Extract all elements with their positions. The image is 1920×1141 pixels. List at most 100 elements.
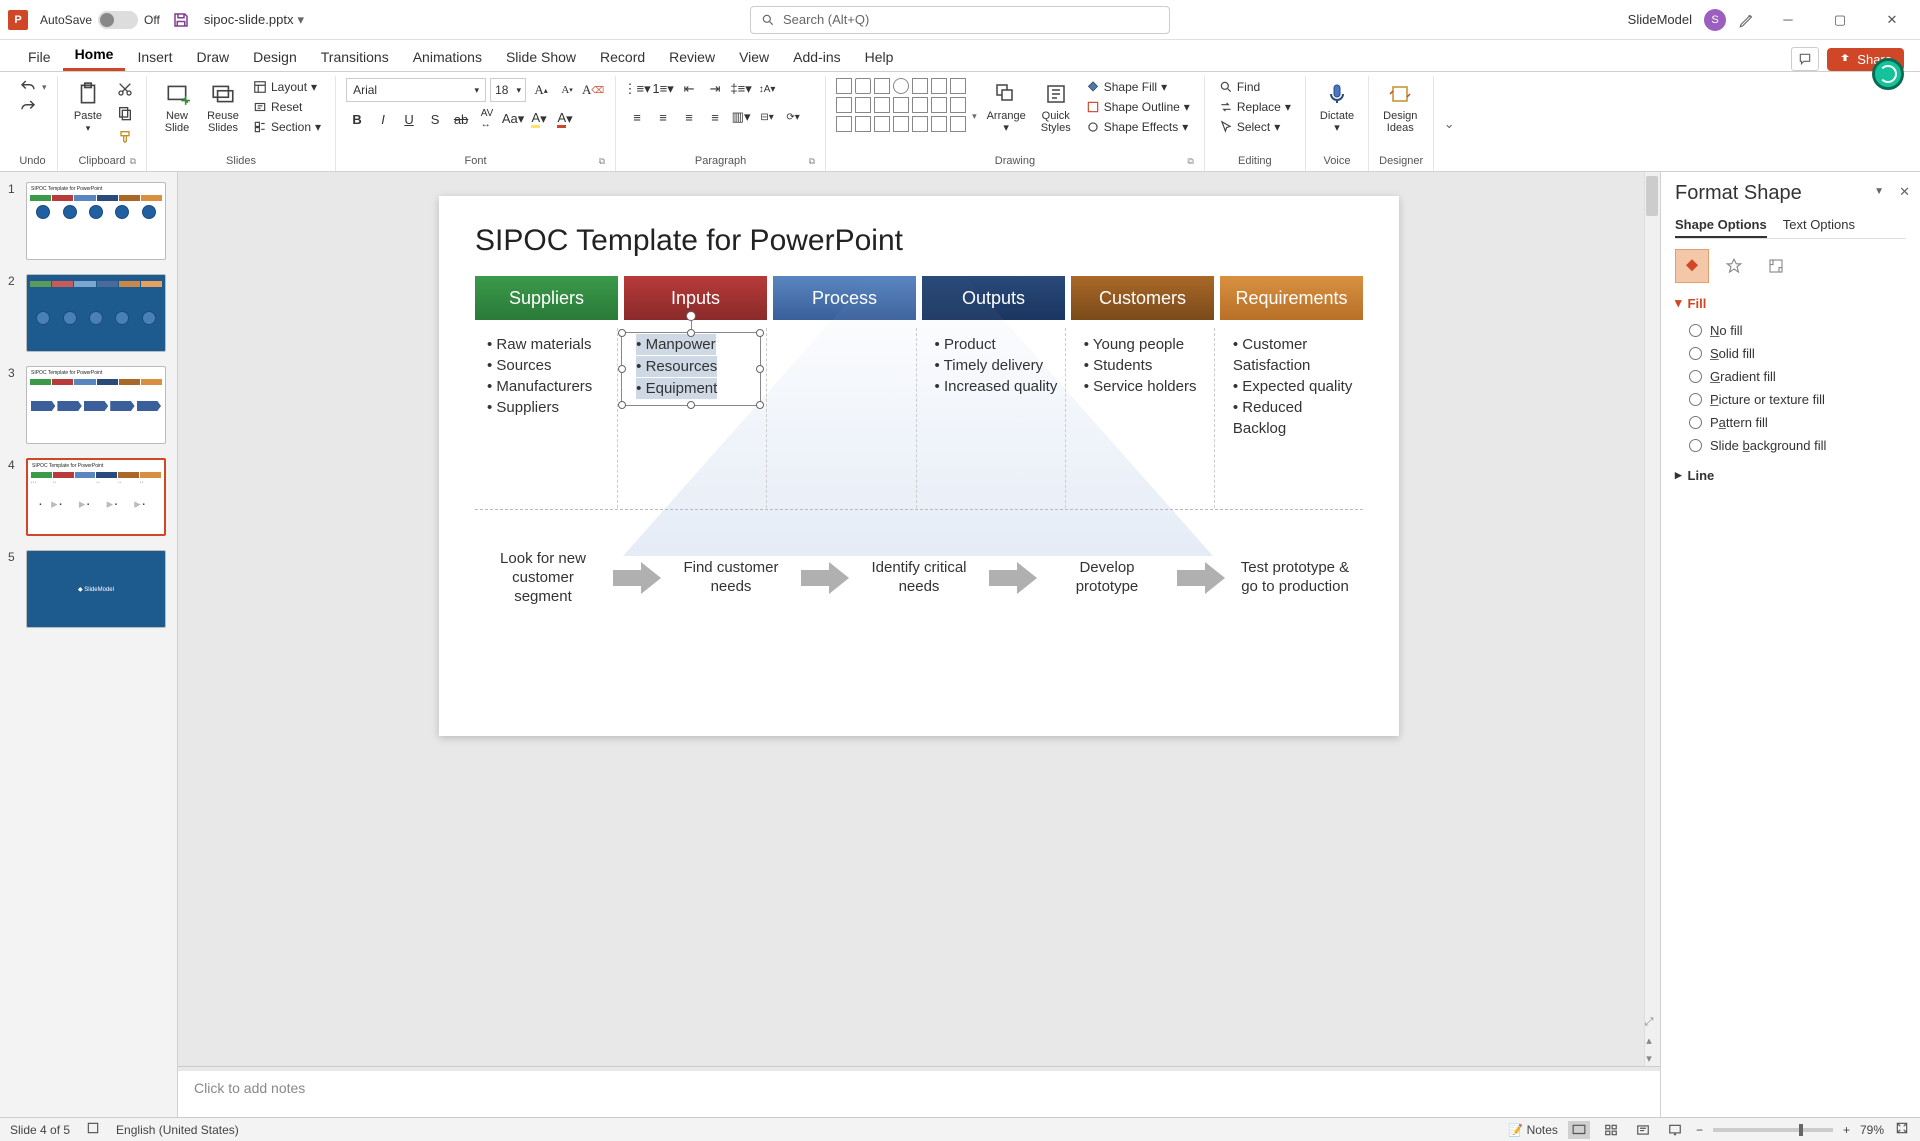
thumbnail-4[interactable]: SIPOC Template for PowerPoint • • •• •• … [26, 458, 166, 536]
language-label[interactable]: English (United States) [116, 1123, 239, 1137]
grow-font-button[interactable]: A▴ [530, 79, 552, 101]
comments-button[interactable] [1791, 47, 1819, 71]
tab-draw[interactable]: Draw [184, 43, 241, 71]
pane-menu-icon[interactable]: ▼ [1874, 186, 1884, 197]
process-step[interactable]: Test prototype & go to production [1235, 559, 1355, 597]
line-section-header[interactable]: ▸ Line [1675, 467, 1906, 483]
tab-view[interactable]: View [727, 43, 781, 71]
cut-button[interactable] [114, 78, 136, 100]
tab-animations[interactable]: Animations [401, 43, 494, 71]
layout-button[interactable]: Layout ▾ [249, 78, 325, 96]
tab-help[interactable]: Help [853, 43, 906, 71]
ribbon-collapse-button[interactable]: ⌄ [1434, 76, 1464, 171]
tab-slideshow[interactable]: Slide Show [494, 43, 588, 71]
reading-view-button[interactable] [1632, 1121, 1654, 1139]
size-tab-icon[interactable] [1759, 249, 1793, 283]
username-label[interactable]: SlideModel [1628, 12, 1692, 27]
aligntext-button[interactable]: ⊟▾ [756, 106, 778, 128]
pen-icon[interactable] [1738, 11, 1756, 29]
slideshow-view-button[interactable] [1664, 1121, 1686, 1139]
copy-button[interactable] [114, 102, 136, 124]
fontcolor-button[interactable]: A▾ [554, 108, 576, 130]
resize-handle[interactable] [756, 365, 764, 373]
next-slide-icon[interactable]: ▾ [1642, 1051, 1656, 1065]
paste-button[interactable]: Paste▾ [68, 78, 108, 136]
numbering-button[interactable]: 1≡▾ [652, 78, 674, 100]
highlight-button[interactable]: A▾ [528, 108, 550, 130]
process-step[interactable]: Find customer needs [671, 559, 791, 597]
changecase-button[interactable]: Aa▾ [502, 108, 524, 130]
tab-file[interactable]: File [16, 43, 63, 71]
col-inputs[interactable]: Manpower Resources Equipment [624, 328, 767, 508]
replace-button[interactable]: Replace ▾ [1215, 98, 1295, 116]
toggle-switch[interactable] [98, 11, 138, 29]
find-button[interactable]: Find [1215, 78, 1295, 96]
design-ideas-button[interactable]: Design Ideas [1379, 78, 1421, 136]
tab-record[interactable]: Record [588, 43, 657, 71]
notes-pane[interactable]: Click to add notes [178, 1069, 1660, 1117]
resize-handle[interactable] [756, 329, 764, 337]
effects-tab-icon[interactable] [1717, 249, 1751, 283]
shrink-font-button[interactable]: A▾ [556, 79, 578, 101]
autosave-toggle[interactable]: AutoSave Off [40, 11, 160, 29]
section-button[interactable]: Section ▾ [249, 118, 325, 136]
minimize-button[interactable]: ─ [1768, 5, 1808, 35]
redo-icon[interactable] [18, 98, 38, 116]
vertical-scrollbar[interactable] [1644, 172, 1660, 1069]
charspacing-button[interactable]: AV↔ [476, 108, 498, 130]
resize-handle[interactable] [756, 401, 764, 409]
resize-handle[interactable] [687, 329, 695, 337]
tab-shape-options[interactable]: Shape Options [1675, 213, 1767, 238]
selection-box[interactable] [621, 332, 761, 406]
grammarly-badge[interactable] [1872, 58, 1904, 90]
underline-button[interactable]: U [398, 108, 420, 130]
pane-close-button[interactable]: ✕ [1899, 184, 1910, 200]
fill-line-tab-icon[interactable] [1675, 249, 1709, 283]
resize-handle[interactable] [687, 401, 695, 409]
format-painter-button[interactable] [114, 126, 136, 148]
quick-styles-button[interactable]: Quick Styles [1036, 78, 1076, 136]
col-customers[interactable]: Young people Students Service holders [1072, 328, 1215, 508]
arrow-icon[interactable] [613, 562, 661, 594]
header-process[interactable]: Process [773, 276, 916, 320]
tab-addins[interactable]: Add-ins [781, 43, 852, 71]
document-title[interactable]: sipoc-slide.pptx [204, 12, 294, 27]
resize-handle[interactable] [618, 401, 626, 409]
slide[interactable]: SIPOC Template for PowerPoint Suppliers … [439, 196, 1399, 736]
radio-gradient-fill[interactable]: Gradient fill [1675, 365, 1906, 388]
radio-solid-fill[interactable]: Solid fill [1675, 342, 1906, 365]
columns-button[interactable]: ▥▾ [730, 106, 752, 128]
shapes-more-icon[interactable]: ▾ [972, 111, 977, 122]
tab-review[interactable]: Review [657, 43, 727, 71]
fit-slide-icon[interactable]: ⤢ [1642, 1015, 1656, 1029]
radio-no-fill[interactable]: No fill [1675, 319, 1906, 342]
linespacing-button[interactable]: ‡≡▾ [730, 78, 752, 100]
arrange-button[interactable]: Arrange▾ [983, 78, 1030, 136]
normal-view-button[interactable] [1568, 1121, 1590, 1139]
textdirection-button[interactable]: ↕A▾ [756, 78, 778, 100]
thumbnail-5[interactable]: ◆ SlideModel [26, 550, 166, 628]
tab-insert[interactable]: Insert [125, 43, 184, 71]
user-avatar[interactable]: S [1704, 9, 1726, 31]
col-suppliers[interactable]: Raw materials Sources Manufacturers Supp… [475, 328, 618, 508]
sorter-view-button[interactable] [1600, 1121, 1622, 1139]
tab-home[interactable]: Home [63, 40, 126, 71]
zoom-slider[interactable] [1713, 1128, 1833, 1132]
tab-text-options[interactable]: Text Options [1783, 213, 1855, 238]
thumbnail-2[interactable] [26, 274, 166, 352]
thumbnail-1[interactable]: SIPOC Template for PowerPoint [26, 182, 166, 260]
font-name-combo[interactable]: Arial▾ [346, 78, 486, 102]
prev-slide-icon[interactable]: ▴ [1642, 1033, 1656, 1047]
clear-format-button[interactable]: A⌫ [582, 79, 604, 101]
process-step[interactable]: Identify critical needs [859, 559, 979, 597]
italic-button[interactable]: I [372, 108, 394, 130]
fit-to-window-button[interactable] [1894, 1121, 1910, 1138]
strike-button[interactable]: ab [450, 108, 472, 130]
reuse-slides-button[interactable]: Reuse Slides [203, 78, 243, 136]
shapes-gallery[interactable] [836, 78, 966, 132]
col-outputs[interactable]: Product Timely delivery Increased qualit… [923, 328, 1066, 508]
select-button[interactable]: Select ▾ [1215, 118, 1295, 136]
col-process[interactable] [773, 328, 916, 508]
process-step[interactable]: Develop prototype [1047, 559, 1167, 597]
align-left-button[interactable]: ≡ [626, 106, 648, 128]
